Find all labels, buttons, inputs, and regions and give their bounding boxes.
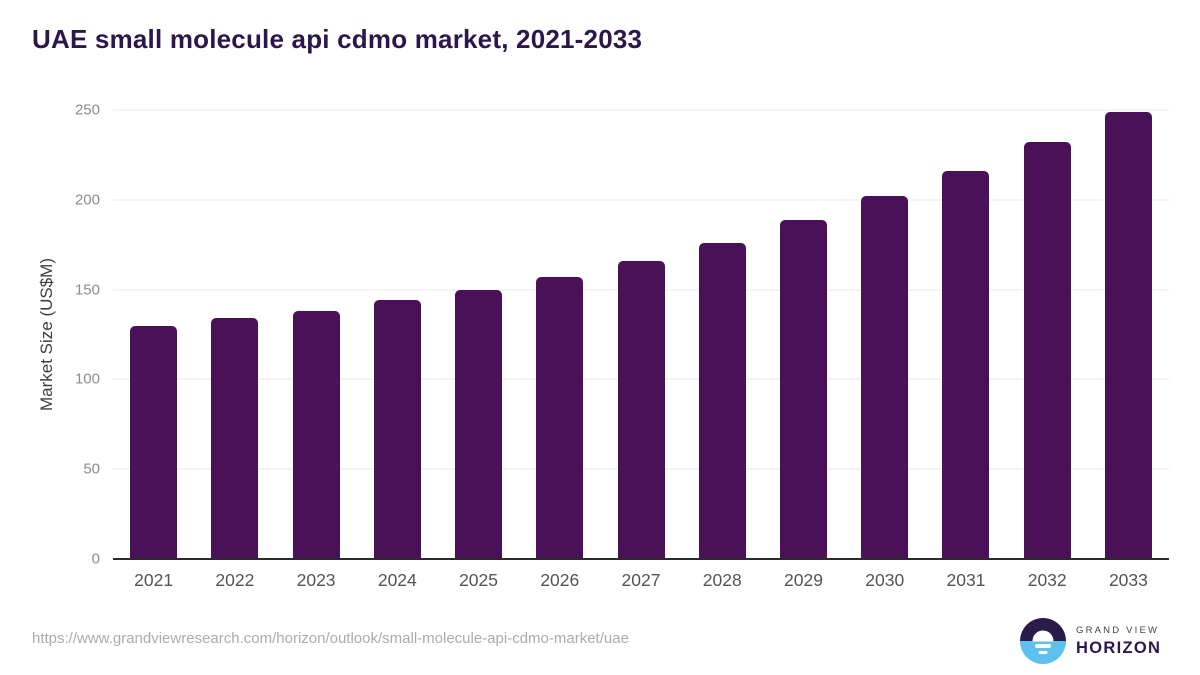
bar-2032[interactable] — [1023, 142, 1071, 559]
x-tick-label-2024: 2024 — [377, 570, 417, 590]
y-tick-label-100: 100 — [74, 370, 100, 388]
x-tick-label-2033: 2033 — [1108, 570, 1148, 590]
x-tick-label-2027: 2027 — [621, 570, 661, 590]
y-tick-label-150: 150 — [74, 281, 100, 299]
bar-slot-2021 — [113, 110, 194, 559]
sun-reflection-stripe — [1035, 644, 1051, 648]
bar-slot-2023 — [275, 110, 356, 559]
bar-2022[interactable] — [211, 318, 259, 559]
chart-title: UAE small molecule api cdmo market, 2021… — [32, 24, 643, 54]
bar-slot-2026 — [519, 110, 600, 559]
x-tick-label-2031: 2031 — [946, 570, 986, 590]
bar-slot-2025 — [438, 110, 519, 559]
grand-view-horizon-logo: GRAND VIEW HORIZON — [1020, 618, 1161, 664]
gridline-200 — [113, 199, 1169, 201]
y-tick-label-50: 50 — [83, 460, 100, 478]
x-tick-label-2028: 2028 — [702, 570, 742, 590]
logo-product-name: HORIZON — [1076, 638, 1162, 657]
x-tick-label-2023: 2023 — [296, 570, 336, 590]
bar-slot-2028 — [682, 110, 763, 559]
bar-slot-2024 — [357, 110, 438, 559]
bar-2026[interactable] — [536, 277, 584, 559]
x-tick-label-2029: 2029 — [784, 570, 823, 590]
bar-slot-2031 — [925, 110, 1006, 559]
bar-2029[interactable] — [779, 219, 827, 559]
x-axis-tick-labels: 2021 2022 2023 2024 2025 2026 2027 2028 2029 2030… — [113, 570, 1169, 591]
bar-slot-2027 — [600, 110, 681, 559]
logo-text: GRAND VIEW HORIZON — [1076, 625, 1161, 658]
gridline-250 — [113, 109, 1169, 111]
bar-2030[interactable] — [861, 196, 909, 559]
bar-slot-2029 — [763, 110, 844, 559]
bar-2033[interactable] — [1104, 111, 1152, 559]
bar-2021[interactable] — [130, 325, 178, 559]
sun-icon — [1032, 630, 1054, 641]
bar-2023[interactable] — [292, 311, 340, 559]
source-url: https://www.grandviewresearch.com/horizo… — [32, 630, 629, 647]
x-tick-label-2032: 2032 — [1027, 570, 1067, 590]
bar-slot-2030 — [844, 110, 925, 559]
x-tick-label-2022: 2022 — [215, 570, 255, 590]
logo-brand-name: GRAND VIEW — [1076, 624, 1160, 636]
horizon-sunrise-icon — [1020, 618, 1066, 664]
sun-reflection-stripe — [1038, 650, 1048, 654]
bar-slot-2033 — [1088, 110, 1169, 559]
y-tick-label-200: 200 — [74, 191, 100, 209]
bar-2027[interactable] — [617, 260, 665, 559]
bar-slot-2022 — [194, 110, 275, 559]
bars-container — [113, 110, 1169, 559]
bar-slot-2032 — [1007, 110, 1088, 559]
x-tick-label-2030: 2030 — [865, 570, 905, 590]
x-tick-label-2021: 2021 — [134, 570, 174, 590]
bar-2031[interactable] — [942, 171, 990, 559]
x-axis-line — [113, 558, 1169, 560]
bar-2025[interactable] — [455, 289, 503, 559]
x-tick-label-2026: 2026 — [540, 570, 580, 590]
plot-area — [113, 109, 1169, 560]
y-tick-label-0: 0 — [91, 550, 100, 568]
y-axis-tick-labels: 0 50 100 150 200 250 — [0, 103, 100, 567]
x-tick-label-2025: 2025 — [459, 570, 499, 590]
bar-2024[interactable] — [373, 300, 421, 559]
y-tick-label-250: 250 — [74, 101, 100, 119]
bar-2028[interactable] — [698, 242, 746, 559]
